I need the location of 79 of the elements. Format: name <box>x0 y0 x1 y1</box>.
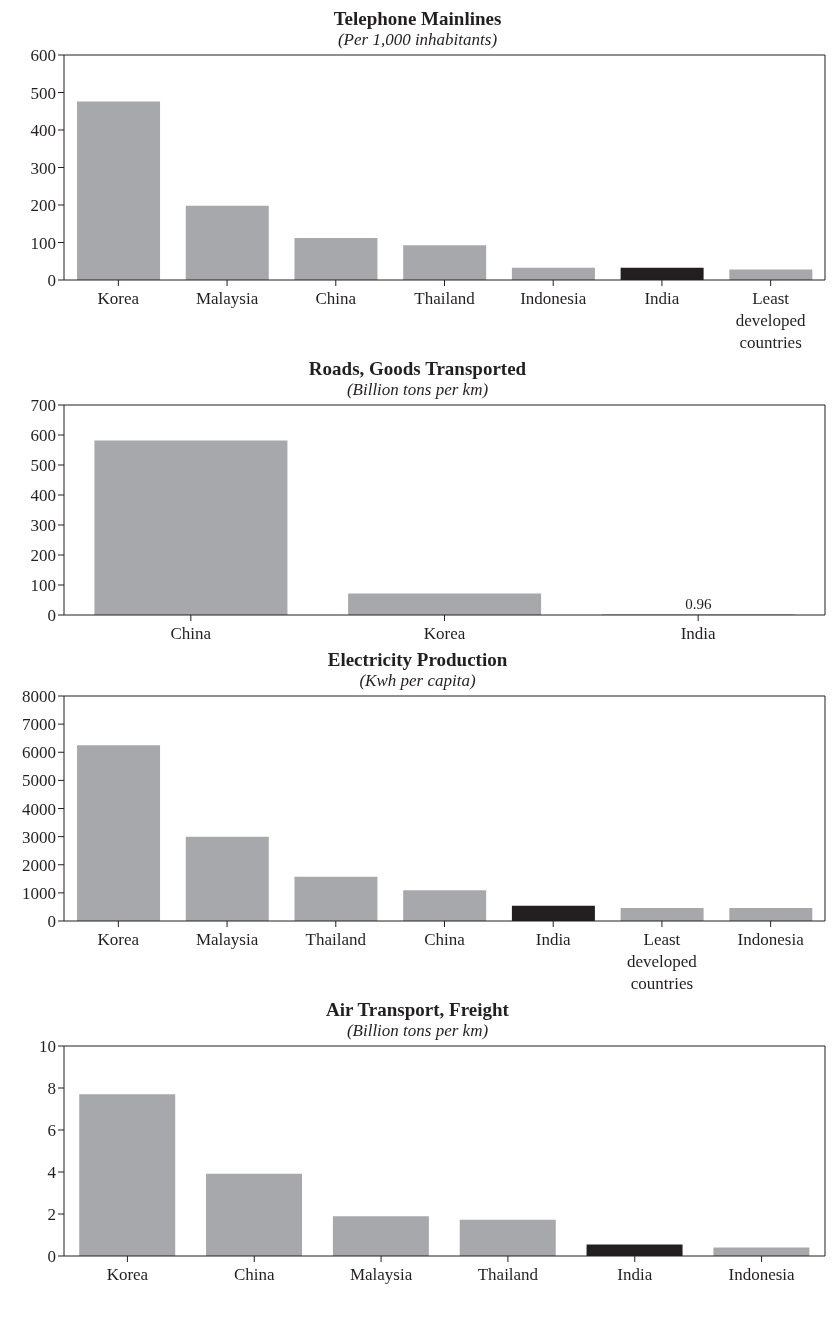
bar <box>729 908 813 921</box>
y-tick-label: 3000 <box>22 827 56 847</box>
y-tick-label: 600 <box>30 426 56 446</box>
y-tick-label: 0 <box>47 912 56 932</box>
y-tick-label: 500 <box>30 456 56 476</box>
bar <box>294 876 378 921</box>
x-tick-label: India <box>680 624 717 644</box>
data-label: 0.96 <box>685 595 712 612</box>
x-tick-label: Thailand <box>477 1265 539 1285</box>
y-tick-label: 700 <box>30 396 56 416</box>
x-tick-label: Thailand <box>305 930 367 950</box>
y-tick-label: 100 <box>30 576 56 596</box>
y-tick-label: 4000 <box>22 799 56 819</box>
y-tick-label: 2000 <box>22 855 56 875</box>
chart-title: Roads, Goods Transported <box>307 358 528 380</box>
x-tick-label: Least developed countries <box>735 289 807 353</box>
x-tick-label: China <box>315 289 357 309</box>
y-tick-label: 200 <box>30 196 56 216</box>
y-tick-label: 300 <box>30 516 56 536</box>
bar <box>713 1247 810 1256</box>
bar <box>403 245 487 280</box>
y-tick-label: 300 <box>30 158 56 178</box>
y-tick-label: 0 <box>47 271 56 291</box>
x-tick-label: Korea <box>423 624 466 644</box>
x-tick-label: Indonesia <box>520 289 587 309</box>
y-tick-label: 400 <box>30 486 56 506</box>
y-tick-label: 600 <box>30 46 56 66</box>
y-tick-label: 8 <box>47 1079 56 1099</box>
x-tick-label: India <box>617 1265 653 1285</box>
bar <box>459 1219 556 1256</box>
bar <box>294 238 378 280</box>
chart-subtitle: (Kwh per capita) <box>359 671 476 690</box>
bar <box>185 205 269 280</box>
bar <box>403 890 487 921</box>
x-tick-label: Least developed countries <box>627 930 698 994</box>
x-tick-label: India <box>535 930 572 950</box>
y-tick-label: 10 <box>39 1037 56 1057</box>
chart-subtitle: (Billion tons per km) <box>346 1021 489 1040</box>
y-tick-label: 1000 <box>22 883 56 903</box>
x-tick-label: China <box>424 930 466 950</box>
y-tick-label: 5000 <box>22 771 56 791</box>
chart-title: Air Transport, Freight <box>325 999 510 1021</box>
x-tick-label: Korea <box>106 1265 149 1285</box>
x-tick-label: Malaysia <box>195 930 259 950</box>
bar <box>206 1173 303 1256</box>
bar <box>620 908 704 921</box>
y-tick-label: 2 <box>47 1205 56 1225</box>
chart-title: Telephone Mainlines <box>332 8 503 30</box>
x-tick-label: Indonesia <box>728 1265 796 1285</box>
x-tick-label: Korea <box>97 289 140 309</box>
bar <box>94 440 288 615</box>
chart-title: Electricity Production <box>326 649 509 671</box>
y-tick-label: 400 <box>30 121 56 141</box>
x-tick-label: Malaysia <box>195 289 259 309</box>
y-tick-label: 200 <box>30 546 56 566</box>
x-tick-label: China <box>170 624 212 644</box>
y-tick-label: 4 <box>47 1163 57 1183</box>
x-tick-label: Korea <box>97 930 140 950</box>
x-tick-label: Indonesia <box>737 930 805 950</box>
y-tick-label: 100 <box>30 233 56 253</box>
y-tick-label: 0 <box>47 606 56 626</box>
y-tick-label: 500 <box>30 83 56 103</box>
y-tick-label: 8000 <box>22 687 56 707</box>
bar <box>185 836 269 921</box>
x-tick-label: China <box>233 1265 276 1285</box>
y-tick-label: 6000 <box>22 743 56 763</box>
bar <box>332 1216 429 1256</box>
bar <box>348 593 542 615</box>
bar <box>77 101 161 280</box>
chart-subtitle: (Per 1,000 inhabitants) <box>337 30 498 49</box>
bar <box>77 745 161 921</box>
y-tick-label: 0 <box>47 1247 56 1267</box>
x-tick-label: Malaysia <box>349 1265 413 1285</box>
x-tick-label: Thailand <box>414 289 476 309</box>
x-tick-label: India <box>644 289 680 309</box>
y-tick-label: 6 <box>47 1121 56 1141</box>
bar <box>79 1094 176 1256</box>
y-tick-label: 7000 <box>22 715 56 735</box>
chart-subtitle: (Billion tons per km) <box>346 380 489 399</box>
